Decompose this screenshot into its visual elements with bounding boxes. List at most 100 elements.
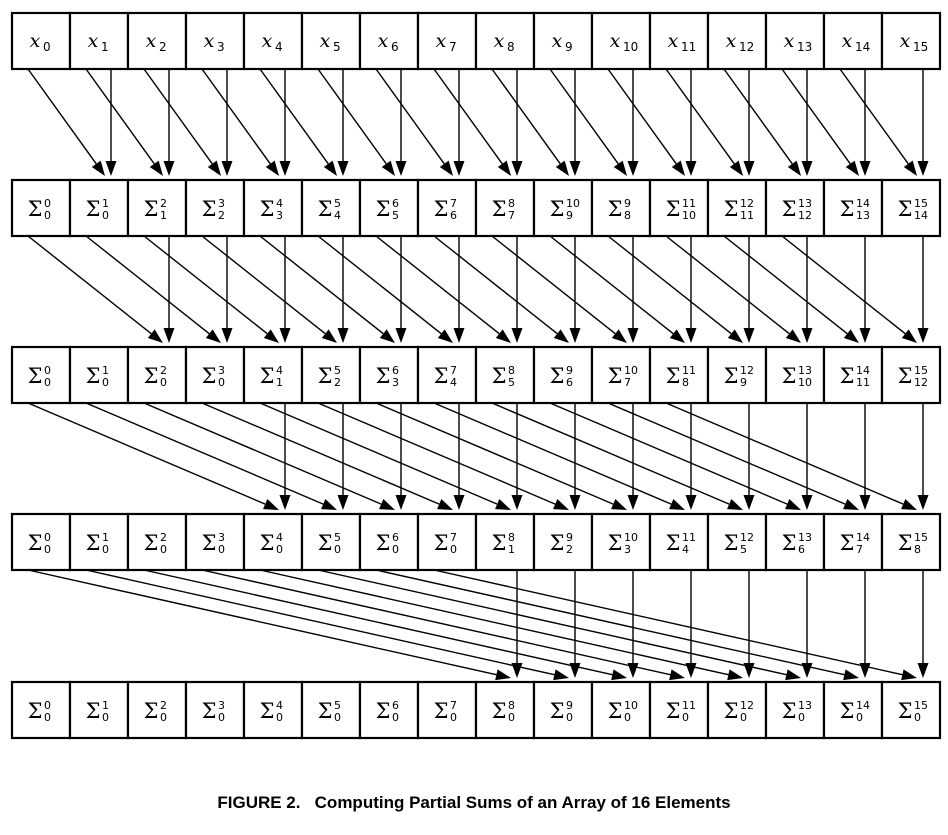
cell-superscript: 8 (508, 364, 515, 377)
cell-symbol: Σ (550, 531, 565, 555)
cell-superscript: 13 (798, 699, 812, 712)
cell-symbol: Σ (840, 531, 855, 555)
cell-symbol: Σ (492, 197, 507, 221)
cell-superscript: 0 (44, 197, 51, 210)
arrow-step0-vertical-3 (221, 69, 233, 176)
cell-superscript: 0 (44, 364, 51, 377)
cell-symbol: Σ (898, 531, 913, 555)
cell-subscript: 5 (508, 376, 515, 389)
cell-symbol: x (30, 30, 41, 52)
cell-r0-c13: x 13 (764, 11, 826, 71)
cell-box (590, 178, 652, 238)
cell-r4-c10: Σ 100 (590, 680, 652, 740)
cell-subscript: 0 (566, 711, 573, 724)
cell-subscript: 4 (275, 40, 283, 54)
cell-r4-c1: Σ 10 (68, 680, 130, 740)
cell-box (880, 512, 942, 572)
cell-r0-c12: x 12 (706, 11, 768, 71)
arrow-step3-diagonal-4-to-12 (259, 569, 743, 681)
arrow-step0-diagonal-6-to-7 (375, 68, 453, 176)
arrow-step0-vertical-7 (453, 69, 465, 176)
cell-subscript: 0 (450, 711, 457, 724)
cell-subscript: 6 (566, 376, 573, 389)
cell-symbol: x (726, 30, 737, 52)
arrow-step0-diagonal-8-to-9 (491, 68, 569, 176)
cell-r3-c11: Σ 114 (648, 512, 710, 572)
figure-caption: FIGURE 2. Computing Partial Sums of an A… (217, 793, 731, 812)
cell-superscript: 3 (218, 364, 225, 377)
arrow-step3-diagonal-0-to-8 (27, 569, 511, 681)
cell-r3-c15: Σ 158 (880, 512, 942, 572)
cell-symbol: Σ (260, 531, 275, 555)
cell-symbol: Σ (434, 364, 449, 388)
cell-subscript: 0 (44, 543, 51, 556)
cell-subscript: 0 (914, 711, 921, 724)
cell-r0-c14: x 14 (822, 11, 884, 71)
arrow-step2-diagonal-2-to-6 (143, 402, 395, 510)
arrow-step0-vertical-13 (801, 69, 813, 176)
cell-superscript: 13 (798, 364, 812, 377)
cell-symbol: Σ (898, 364, 913, 388)
cell-symbol: Σ (724, 197, 739, 221)
cell-symbol: Σ (86, 364, 101, 388)
arrow-step0-vertical-5 (337, 69, 349, 176)
cell-box (532, 345, 594, 405)
cell-subscript: 0 (450, 543, 457, 556)
cell-symbol: Σ (202, 197, 217, 221)
cell-box (242, 512, 304, 572)
cell-r4-c14: Σ 140 (822, 680, 884, 740)
arrow-step2-vertical-4 (279, 403, 291, 510)
cell-r3-c3: Σ 30 (184, 512, 246, 572)
cell-superscript: 2 (160, 364, 167, 377)
cell-box (68, 680, 130, 740)
cell-subscript: 3 (624, 543, 631, 556)
cell-box (300, 178, 362, 238)
arrow-step0-vertical-6 (395, 69, 407, 176)
cell-subscript: 0 (102, 376, 109, 389)
cell-superscript: 15 (914, 364, 928, 377)
cell-subscript: 8 (507, 40, 515, 54)
cell-r2-c10: Σ 107 (590, 345, 652, 405)
arrow-step2-diagonal-7-to-11 (433, 402, 685, 510)
cell-r3-c13: Σ 136 (764, 512, 826, 572)
cell-subscript: 7 (449, 40, 457, 54)
arrow-step1-diagonal-4-to-6 (259, 235, 395, 343)
cell-symbol: x (668, 30, 679, 52)
cell-symbol: Σ (840, 699, 855, 723)
cell-r3-c4: Σ 40 (242, 512, 304, 572)
arrow-step1-vertical-10 (627, 236, 639, 343)
cell-r1-c5: Σ 54 (300, 178, 362, 238)
cell-subscript: 5 (333, 40, 341, 54)
cell-box (242, 680, 304, 740)
cell-subscript: 4 (450, 376, 457, 389)
cell-symbol: Σ (550, 699, 565, 723)
cell-box (242, 11, 304, 71)
cell-symbol: x (784, 30, 795, 52)
cell-box (532, 512, 594, 572)
cell-subscript: 15 (913, 40, 928, 54)
cell-superscript: 5 (334, 699, 341, 712)
cell-box (126, 680, 188, 740)
cell-symbol: Σ (608, 197, 623, 221)
cell-symbol: Σ (724, 699, 739, 723)
cell-box (764, 178, 826, 238)
arrow-step3-vertical-9 (569, 570, 581, 678)
cell-symbol: Σ (782, 364, 797, 388)
cell-superscript: 9 (566, 531, 573, 544)
cell-subscript: 0 (740, 711, 747, 724)
cell-symbol: Σ (434, 531, 449, 555)
cell-r4-c3: Σ 30 (184, 680, 246, 740)
cell-subscript: 7 (508, 209, 515, 222)
cell-subscript: 8 (914, 543, 921, 556)
cell-symbol: Σ (202, 364, 217, 388)
cell-subscript: 12 (739, 40, 754, 54)
cell-symbol: Σ (666, 364, 681, 388)
arrow-step3-diagonal-7-to-15 (433, 569, 917, 681)
cell-r3-c14: Σ 147 (822, 512, 884, 572)
cell-r4-c5: Σ 50 (300, 680, 362, 740)
